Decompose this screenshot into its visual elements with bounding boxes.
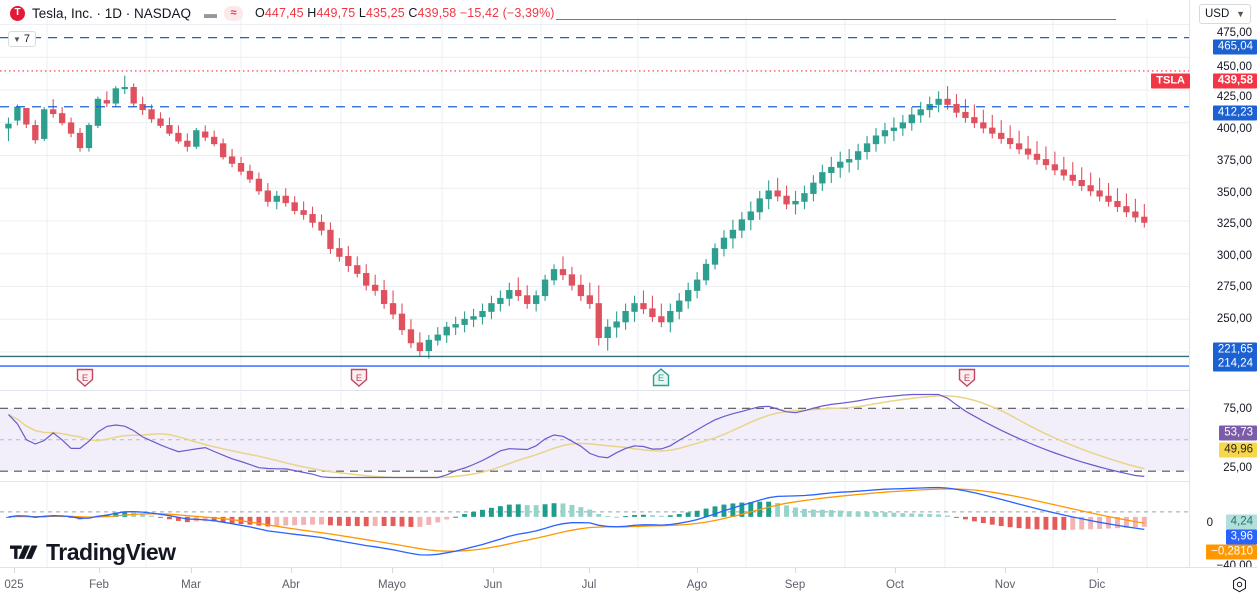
low-value: 435,25 — [365, 6, 405, 20]
pane-divider-macd — [0, 481, 1190, 482]
macd-axis-badge: 3,96 — [1225, 529, 1257, 545]
time-axis-tick: Dic — [1088, 579, 1106, 591]
symbol-title[interactable]: Tesla, Inc. · 1D · NASDAQ — [32, 5, 192, 21]
svg-text:E: E — [82, 373, 88, 384]
rsi-axis-badge: 53,73 — [1219, 425, 1257, 441]
price-chart-svg[interactable] — [0, 18, 1190, 390]
open-value: 447,45 — [264, 6, 304, 20]
eye-hidden-icon[interactable]: ▬ — [204, 5, 218, 21]
price-axis-badge: 465,04 — [1212, 39, 1257, 55]
price-axis-badge: 412,23 — [1212, 105, 1257, 121]
high-key: H — [307, 6, 317, 20]
time-axis-tickmark — [895, 568, 896, 573]
price-axis-badge: 439,58 — [1212, 73, 1257, 89]
time-axis-tickmark — [14, 568, 15, 573]
earnings-badge-icon: E — [652, 368, 670, 387]
tesla-logo-icon: T — [10, 5, 25, 21]
change-percent: (−3,39%) — [502, 6, 555, 20]
high-value: 449,75 — [316, 6, 356, 20]
time-axis-tick: Jun — [483, 579, 503, 591]
price-axis-tick: 250,00 — [1216, 313, 1252, 325]
pane-divider-rsi — [0, 390, 1190, 391]
time-axis-tickmark — [795, 568, 796, 573]
crosshair-target-icon[interactable] — [1231, 576, 1248, 593]
earnings-marker[interactable]: E — [76, 368, 95, 389]
earnings-badge-icon: E — [958, 368, 976, 388]
wave-indicator-icon[interactable]: ≈ — [224, 5, 244, 21]
price-axis-tick: 350,00 — [1216, 187, 1252, 199]
price-axis-tick: 300,00 — [1216, 250, 1252, 262]
currency-value: USD — [1205, 8, 1230, 20]
price-axis-tick: 400,00 — [1216, 123, 1252, 135]
chevron-down-icon: ▼ — [13, 34, 21, 44]
chevron-down-icon: ▼ — [1236, 9, 1245, 19]
time-axis-tickmark — [589, 568, 590, 573]
time-axis-tick: Oct — [886, 579, 904, 591]
price-axis-tick: 425,00 — [1216, 91, 1252, 103]
time-axis-tick: Abr — [282, 579, 300, 591]
price-axis-badge: 221,65 — [1212, 342, 1257, 358]
bars-count-pill[interactable]: ▼ 7 — [8, 31, 36, 47]
price-axis-tick: 275,00 — [1216, 281, 1252, 293]
legend-underline — [556, 19, 1116, 20]
rsi-axis-tick: 25,00 — [1223, 462, 1252, 474]
time-axis-tickmark — [697, 568, 698, 573]
time-axis-tickmark — [1005, 568, 1006, 573]
time-axis-tickmark — [191, 568, 192, 573]
price-axis-tick: 450,00 — [1216, 61, 1252, 73]
legend-buttons: ▬ ≈ — [201, 5, 244, 21]
close-value: 439,58 — [417, 6, 457, 20]
time-axis-tick: Ago — [686, 579, 708, 591]
macd-chart-svg[interactable] — [0, 482, 1190, 568]
price-axis-tick: 325,00 — [1216, 218, 1252, 230]
time-axis-tickmark — [493, 568, 494, 573]
ticker-price-tag: TSLA — [1151, 73, 1190, 89]
ohlc-values: O447,45 H449,75 L435,25 C439,58 −15,42 (… — [255, 6, 555, 20]
time-axis-tickmark — [291, 568, 292, 573]
earnings-marker[interactable]: E — [652, 368, 671, 389]
open-key: O — [255, 6, 265, 20]
change-value: −15,42 — [459, 6, 500, 20]
macd-axis-badge: −0,2810 — [1206, 544, 1257, 560]
price-axis-tick: 375,00 — [1216, 155, 1252, 167]
svg-text:E: E — [658, 373, 664, 384]
macd-pane[interactable] — [0, 482, 1190, 568]
earnings-badge-icon: E — [76, 368, 94, 388]
price-pane[interactable] — [0, 18, 1190, 390]
macd-axis-badge: 4,24 — [1225, 514, 1257, 530]
time-axis-tick: Sep — [784, 579, 806, 591]
earnings-marker[interactable]: E — [350, 368, 369, 389]
price-axis-badge: 214,24 — [1212, 356, 1257, 372]
time-axis-tickmark — [1097, 568, 1098, 573]
rsi-chart-svg[interactable] — [0, 392, 1190, 480]
low-key: L — [358, 6, 366, 20]
time-axis[interactable]: 025 Feb Mar Abr Mayo Jun Jul Ago Sep Oct Nov Dic — [0, 567, 1257, 602]
time-axis-tick: Nov — [994, 579, 1016, 591]
price-axis[interactable]: 475,00 450,00 425,00 400,00 375,00 350,00 325,… — [1189, 0, 1257, 572]
rsi-pane[interactable] — [0, 392, 1190, 480]
earnings-marker[interactable]: E — [958, 368, 977, 389]
currency-select[interactable]: USD ▼ — [1199, 4, 1251, 24]
time-axis-tickmark — [392, 568, 393, 573]
svg-text:E: E — [356, 373, 362, 384]
time-axis-tick: Mayo — [377, 579, 407, 591]
bars-count-value: 7 — [23, 33, 31, 45]
time-axis-tick: 025 — [4, 579, 24, 591]
price-axis-tick: 475,00 — [1216, 27, 1252, 39]
time-axis-tickmark — [99, 568, 100, 573]
svg-text:E: E — [964, 373, 970, 384]
close-key: C — [408, 6, 418, 20]
rsi-axis-badge: 49,96 — [1219, 442, 1257, 458]
time-axis-tick: Jul — [581, 579, 597, 591]
earnings-badge-icon: E — [350, 368, 368, 388]
chart-legend: T Tesla, Inc. · 1D · NASDAQ ▬ ≈ O447,45 … — [0, 0, 1257, 26]
time-axis-tick: Mar — [181, 579, 201, 591]
macd-axis-tick: 0 — [1206, 517, 1213, 529]
rsi-axis-tick: 75,00 — [1223, 403, 1252, 415]
time-axis-tick: Feb — [89, 579, 109, 591]
